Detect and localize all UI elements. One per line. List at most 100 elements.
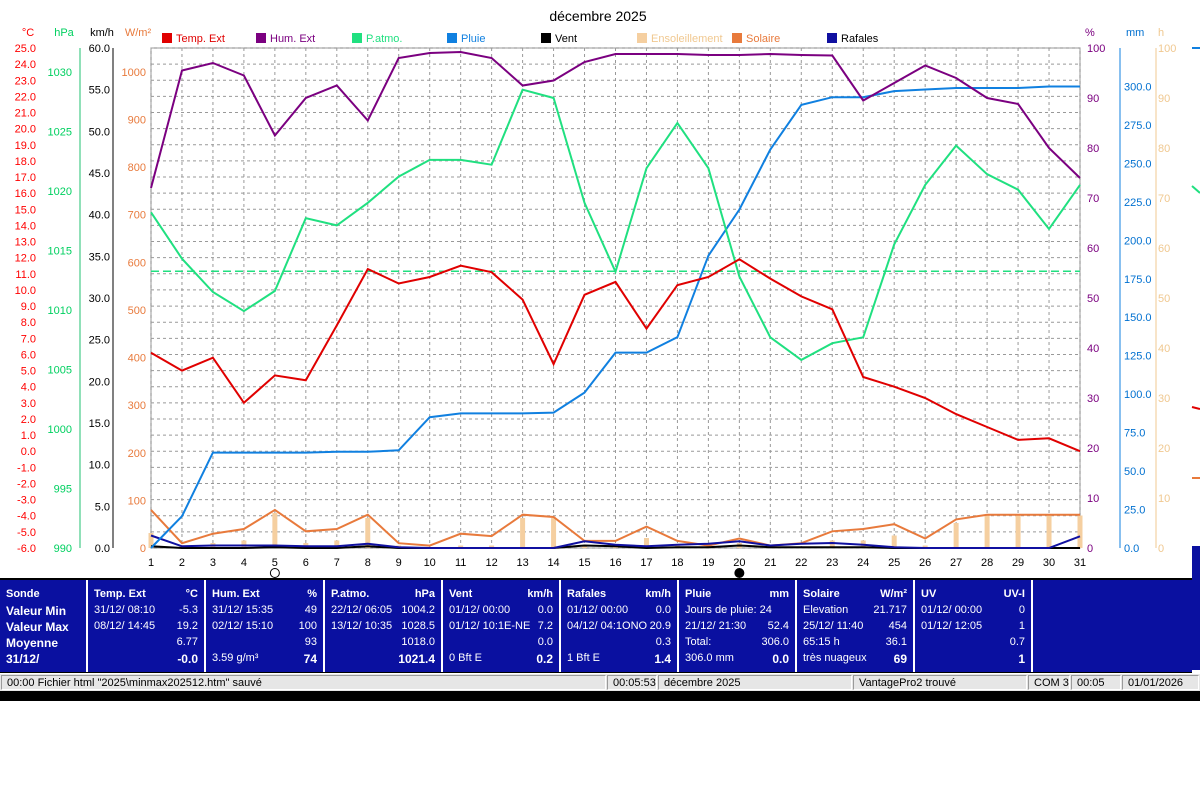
temp-tick-label: 10.0 [15,285,36,297]
rain-tick-label: 100.0 [1124,389,1152,401]
series-line-pluie [150,85,1080,549]
day-tick-label: 4 [241,557,247,569]
hum-tick-label: 100 [1087,43,1105,55]
temp-tick-label: 7.0 [21,333,36,345]
press-tick-label: 990 [54,543,72,555]
press-min-date: 22/12/ 06:05 [331,604,393,616]
uv-max-value: 1 [1018,620,1025,632]
temp-mean-value: 6.77 [176,636,198,648]
hum-max-date: 02/12/ 15:10 [212,620,274,632]
hum-tick-label: 70 [1087,193,1099,205]
wind-tick-label: 15.0 [89,418,110,430]
temp-tick-label: -4.0 [17,511,36,523]
solar-elevation-label: Elevation [803,604,849,616]
press-unit-label: hPa [54,27,74,39]
temp-tick-label: 24.0 [15,59,36,71]
sunshine-bar [334,540,340,548]
solar-tick-label: 500 [128,305,146,317]
hum-min-date: 31/12/ 15:35 [212,604,274,616]
series-line-rafales [150,534,1081,549]
edge-mark [1191,406,1200,410]
sun-tick-label: 50 [1158,293,1170,305]
sun-tick-label: 0 [1158,543,1164,555]
gust-min-date: 01/12/ 00:00 [567,604,629,616]
series-line-temp-ext [150,258,1081,453]
wind-tick-label: 20.0 [89,376,110,388]
hum-header: Hum. Ext [212,588,260,600]
temp-min-value: -5.3 [179,604,198,616]
solar-hours: 65:15 h [803,636,840,648]
day-tick-label: 16 [609,557,621,569]
wind-tick-label: 55.0 [89,85,110,97]
sunshine-bar [984,515,990,548]
day-tick-label: 22 [795,557,807,569]
sunshine-bar [1046,515,1052,548]
uv-min-value: 0 [1018,604,1025,616]
series-line-solaire [150,508,1080,547]
day-tick-label: 3 [210,557,216,569]
min-label: Valeur Min [6,604,67,618]
wind-unit-label: km/h [90,27,114,39]
legend-label: Solaire [746,33,780,45]
mean-label: Moyenne [6,636,59,650]
rain-tick-label: 0.0 [1124,543,1139,555]
uv-current-value: 1 [1018,652,1025,666]
temp-cell: Temp. Ext °C 31/12/ 08:10 -5.3 08/12/ 14:… [88,580,206,672]
sun-tick-label: 30 [1158,393,1170,405]
sunshine-bar [922,545,928,548]
wind-beaufort: 0 Bft E [449,652,483,664]
press-max-value: 1028.5 [401,620,435,632]
temp-max-value: 19.2 [176,620,198,632]
temp-header: Temp. Ext [94,588,146,600]
solar-tick-label: 800 [128,162,146,174]
temp-tick-label: 13.0 [15,237,36,249]
wind-tick-label: 40.0 [89,210,110,222]
gust-beaufort: 1 Bft E [567,652,601,664]
solar-tick-label: 700 [128,210,146,222]
sunshine-bar [551,518,557,548]
temp-tick-label: 15.0 [15,204,36,216]
gust-max-value: 20.9 [649,620,671,632]
day-tick-label: 7 [334,557,340,569]
sun-tick-label: 60 [1158,243,1170,255]
sunshine-bar [891,535,897,548]
sun-tick-label: 80 [1158,143,1170,155]
weather-chart: décembre 2025 25.024.023.022.021.020.019… [15,8,1200,578]
hum-tick-label: 10 [1087,493,1099,505]
right-edge-panel [1192,546,1200,670]
press-tick-label: 1015 [48,245,72,257]
sun-tick-label: 20 [1158,443,1170,455]
day-tick-label: 8 [365,557,371,569]
sunshine-bar [643,538,649,548]
temp-tick-label: -1.0 [17,462,36,474]
uv-max-date: 01/12/ 12:05 [921,620,983,632]
solar-tick-label: 300 [128,400,146,412]
wind-tick-label: 50.0 [89,126,110,138]
hum-cell: Hum. Ext % 31/12/ 15:35 49 02/12/ 15:10 10… [206,580,325,672]
series-line-p-atmo- [150,88,1081,362]
new-moon-icon [734,568,745,578]
legend-label: Rafales [841,33,879,45]
day-tick-label: 1 [148,557,154,569]
legend-swatch [352,33,362,43]
temp-tick-label: 19.0 [15,140,36,152]
rain-tick-label: 75.0 [1124,428,1145,440]
temp-tick-label: 22.0 [15,91,36,103]
sonde-cell: Sonde Valeur Min Valeur Max Moyenne 31/1… [0,580,88,672]
solar-mean-value: 36.1 [885,636,907,648]
solar-tick-label: 1000 [122,67,146,79]
sunshine-bar [148,533,154,548]
press-tick-label: 1030 [48,67,72,79]
day-tick-label: 19 [702,557,714,569]
temp-tick-label: -6.0 [17,543,36,555]
legend-label: Pluie [461,33,485,45]
temp-tick-label: 20.0 [15,124,36,136]
wind-tick-label: 5.0 [95,501,110,513]
solar-unit-label: W/m² [125,27,152,39]
hum-tick-label: 30 [1087,393,1099,405]
hum-current-value: 74 [303,652,317,666]
day-tick-label: 14 [547,557,559,569]
sunshine-bar [582,545,588,548]
rain-month-total: 306.0 mm [685,652,734,664]
hum-tick-label: 50 [1087,293,1099,305]
